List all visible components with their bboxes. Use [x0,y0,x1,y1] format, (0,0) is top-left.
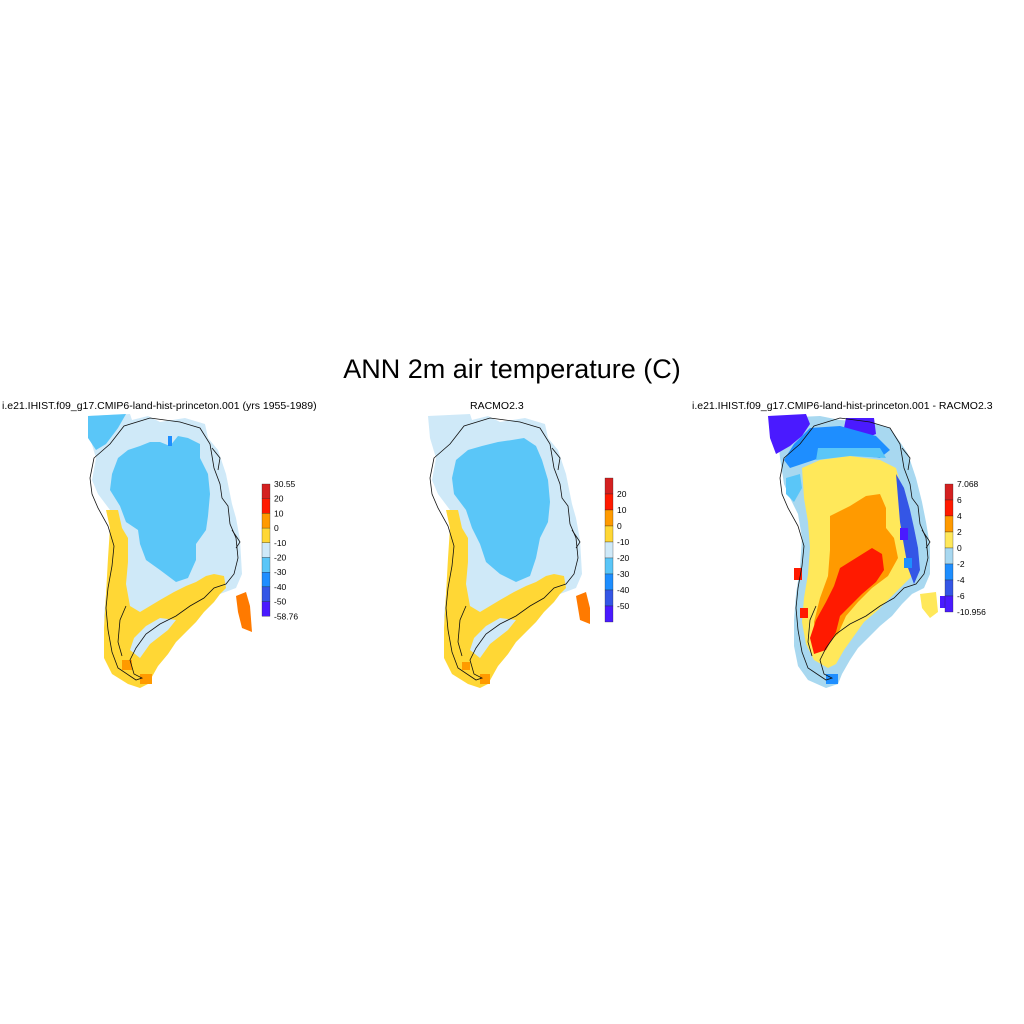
colorbar-swatch [261,527,271,543]
colorbar-swatch [604,573,614,591]
colorbar-label: -20 [617,553,630,563]
coastline [429,417,581,681]
map-panel-model: i.e21.IHIST.f09_g17.CMIP6-land-hist-prin… [0,398,320,698]
colorbar-label: 2 [957,527,962,537]
colorbar-label: -58.76 [274,611,298,621]
colorbar-swatch [604,557,614,575]
colorbar-swatch [604,589,614,607]
map-difference: 7.068 6 4 2 0 -2 -4 -6 -10.956 [768,414,986,688]
colorbar-label: -4 [957,575,965,585]
colorbar-swatch [261,483,271,499]
colorbar-label: 30.55 [274,479,296,489]
colorbar-swatch [604,525,614,543]
colorbar-swatch [261,498,271,514]
colorbar-label: -10 [617,537,630,547]
colorbar-label: -10.956 [957,607,986,617]
colorbar-swatch [944,547,954,565]
colorbar-swatch [944,595,954,613]
colorbar-label: 10 [274,508,284,518]
colorbar-swatch [604,605,614,623]
colorbar-label: -50 [274,597,287,607]
colorbar-label: 0 [617,521,622,531]
colorbar-model: 30.55 20 10 0 -10 -20 -30 -40 -50 -58.76 [261,479,298,621]
colorbar-label: -50 [617,601,630,611]
colorbar-label: 0 [957,543,962,553]
colorbar-swatch [604,477,614,495]
colorbar-difference: 7.068 6 4 2 0 -2 -4 -6 -10.956 [944,479,986,617]
colorbar-swatch [944,579,954,597]
colorbar-swatch [944,515,954,533]
colorbar-label: 6 [957,495,962,505]
panel-title-racmo: RACMO2.3 [470,400,524,412]
temperature-field [88,414,252,688]
colorbar-label: 10 [617,505,627,515]
colorbar-swatch [944,531,954,549]
colorbar-swatch [604,541,614,559]
panel-title-difference: i.e21.IHIST.f09_g17.CMIP6-land-hist-prin… [692,400,993,412]
colorbar-label: -30 [274,567,287,577]
colorbar-label: -6 [957,591,965,601]
coastline [779,417,931,681]
colorbar-label: -2 [957,559,965,569]
colorbar-swatch [261,557,271,573]
colorbar-label: 4 [957,511,962,521]
colorbar-label: 7.068 [957,479,979,489]
colorbar-label: -30 [617,569,630,579]
temperature-difference-field [768,414,948,688]
colorbar-label: 20 [274,494,284,504]
colorbar-label: -10 [274,538,287,548]
colorbar-swatch [604,493,614,511]
coastline [89,417,241,681]
colorbar-racmo: 20 10 0 -10 -20 -30 -40 -50 [604,477,630,623]
map-model: 30.55 20 10 0 -10 -20 -30 -40 -50 -58.76 [88,414,298,688]
colorbar-swatch [604,509,614,527]
colorbar-swatch [261,542,271,558]
map-racmo: 20 10 0 -10 -20 -30 -40 -50 [428,414,630,688]
colorbar-label: 0 [274,523,279,533]
colorbar-swatch [944,483,954,501]
colorbar-swatch [261,513,271,529]
colorbar-swatch [261,572,271,588]
colorbar-label: -40 [617,585,630,595]
colorbar-swatch [261,601,271,617]
temperature-field [428,414,590,688]
colorbar-label: -40 [274,582,287,592]
map-panel-racmo: RACMO2.3 20 10 0 -10 -20 -30 -40 -50 [340,398,660,698]
colorbar-swatch [261,586,271,602]
figure-title: ANN 2m air temperature (C) [343,354,681,384]
colorbar-label: 20 [617,489,627,499]
colorbar-swatch [944,499,954,517]
colorbar-label: -20 [274,553,287,563]
panel-title-model: i.e21.IHIST.f09_g17.CMIP6-land-hist-prin… [2,400,317,412]
colorbar-swatch [944,563,954,581]
map-panel-difference: i.e21.IHIST.f09_g17.CMIP6-land-hist-prin… [690,398,1010,698]
